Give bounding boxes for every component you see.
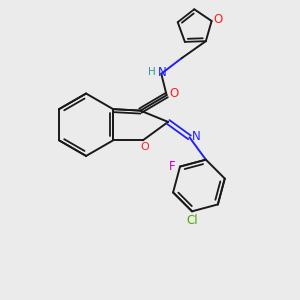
Text: O: O <box>170 87 179 100</box>
Text: O: O <box>140 142 149 152</box>
Text: Cl: Cl <box>186 214 198 227</box>
Text: H: H <box>148 67 156 77</box>
Text: N: N <box>158 66 167 79</box>
Text: F: F <box>168 160 175 173</box>
Text: N: N <box>192 130 200 143</box>
Text: O: O <box>214 13 223 26</box>
